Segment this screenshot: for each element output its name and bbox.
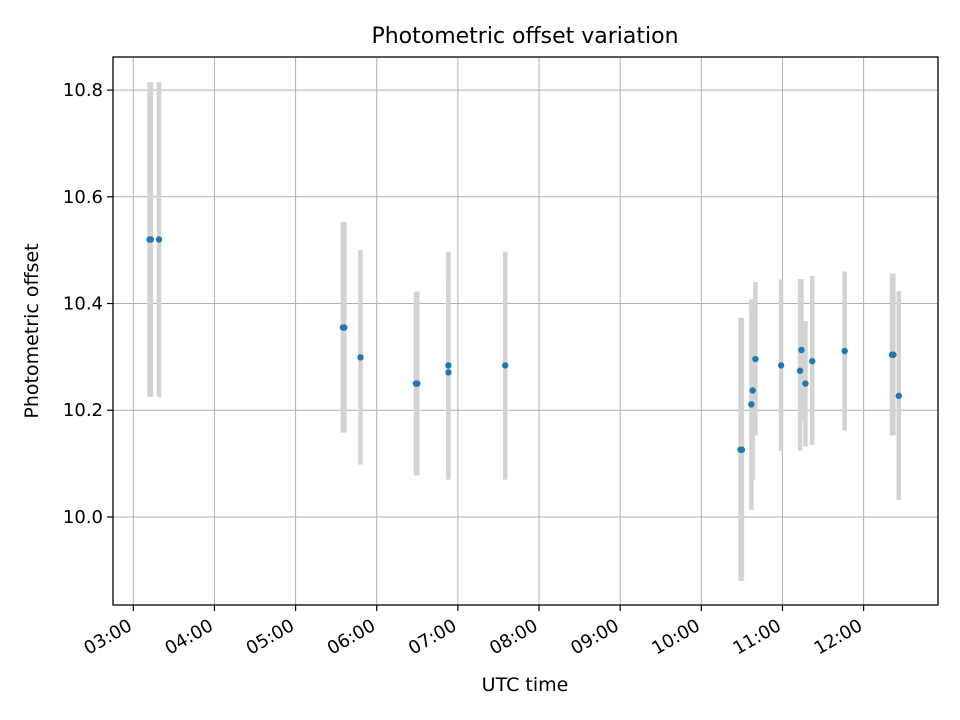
data-point	[414, 380, 421, 387]
data-point	[147, 236, 155, 243]
data-point	[796, 367, 804, 374]
data-point	[802, 380, 809, 387]
y-tick-label: 10.8	[63, 80, 103, 101]
x-tick-label: 05:00	[243, 615, 298, 659]
y-tick-label: 10.6	[63, 187, 103, 208]
data-point	[738, 446, 746, 453]
x-tick-label: 10:00	[648, 615, 703, 659]
data-point	[895, 392, 902, 400]
data-point	[357, 354, 364, 361]
y-tick-label: 10.2	[63, 400, 103, 421]
data-point	[749, 387, 756, 394]
data-point	[798, 346, 805, 354]
data-point	[155, 236, 163, 243]
data-point	[777, 362, 785, 369]
data-point	[445, 362, 452, 369]
marker-layer	[146, 236, 902, 453]
tick-layer: 03:00 04:00 05:00 06:00 07:00 08:00 09:00 10:00…	[63, 80, 866, 659]
data-point	[502, 362, 509, 369]
x-tick-label: 09:00	[567, 615, 622, 659]
errorbar-layer	[147, 82, 902, 581]
x-tick-label: 07:00	[405, 615, 460, 659]
chart-title: Photometric offset variation	[371, 24, 678, 49]
data-point	[445, 369, 452, 376]
data-point	[841, 347, 848, 355]
data-point	[890, 351, 897, 358]
x-tick-label: 08:00	[486, 615, 541, 659]
x-tick-label: 11:00	[730, 615, 785, 659]
y-tick-label: 10.4	[63, 294, 103, 315]
y-axis-label: Photometric offset	[21, 243, 43, 418]
data-point	[809, 357, 816, 365]
data-point	[341, 324, 348, 331]
x-tick-label: 04:00	[162, 615, 217, 659]
x-tick-label: 06:00	[324, 615, 379, 659]
x-axis-label: UTC time	[482, 674, 569, 696]
plot-frame	[112, 56, 939, 606]
x-tick-label: 03:00	[80, 615, 135, 659]
x-tick-label: 12:00	[811, 615, 866, 659]
y-tick-label: 10.0	[63, 507, 103, 528]
data-point	[752, 355, 759, 363]
data-point	[748, 401, 755, 408]
